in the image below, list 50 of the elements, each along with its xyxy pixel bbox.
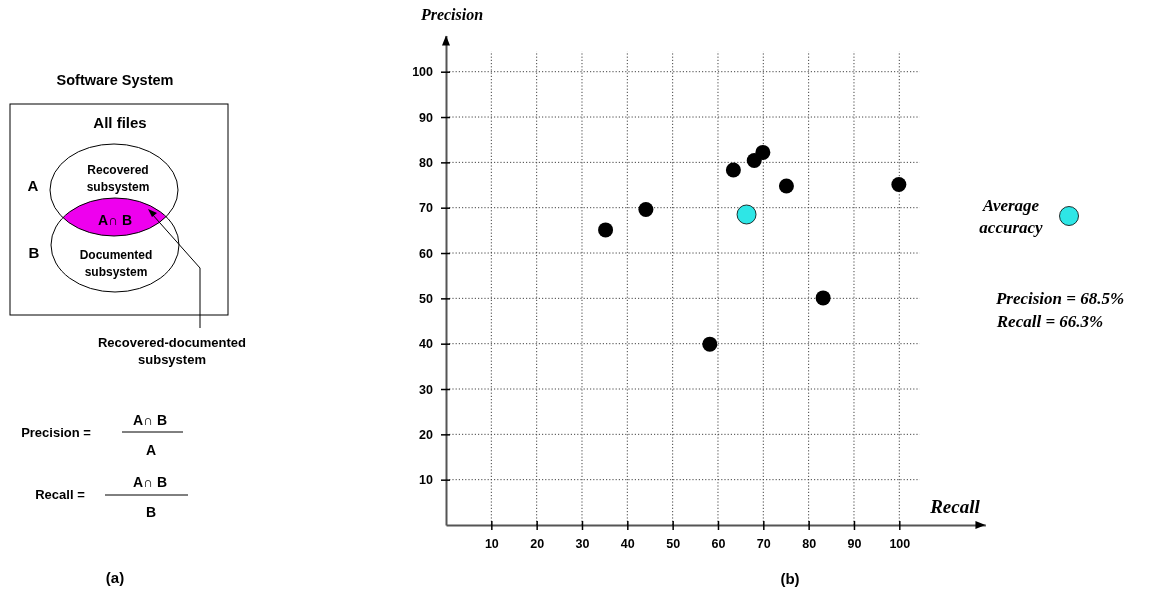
text: A∩ B	[132, 412, 168, 428]
text: A∩ B	[97, 212, 133, 228]
y-tick-label: 100	[412, 65, 434, 80]
text: (b)	[780, 570, 800, 587]
x-tick-label: 10	[484, 537, 499, 551]
text: A	[145, 442, 157, 458]
y-tick-label: 50	[419, 291, 434, 306]
point	[638, 202, 654, 217]
x-axis-title: Recall	[929, 496, 981, 517]
x-tick-label: 60	[711, 537, 726, 551]
text: Precision = 68.5%	[994, 289, 1125, 308]
text: Documented subsystem	[79, 248, 153, 279]
text: Software System	[56, 72, 174, 88]
point	[725, 162, 741, 178]
x-tick-label: 70	[756, 537, 771, 551]
text: Recall = 66.3%	[995, 312, 1104, 331]
text: Precision =	[21, 425, 92, 440]
text: B	[145, 504, 157, 520]
text: Recovered subsystem	[86, 163, 150, 194]
y-tick-label: 40	[419, 337, 434, 352]
text: B	[28, 244, 40, 261]
point	[891, 177, 907, 193]
y-tick-label: 80	[419, 155, 434, 170]
x-tick-label: 80	[802, 537, 817, 551]
text: (a)	[105, 569, 125, 586]
y-tick-label: 10	[419, 473, 434, 488]
x-tick-label: 50	[666, 537, 681, 551]
point	[778, 178, 794, 194]
legend-label: Average accuracy	[979, 196, 1044, 237]
point	[598, 222, 614, 238]
point	[815, 290, 831, 306]
point	[755, 144, 771, 160]
x-tick-label: 90	[847, 537, 862, 551]
text: All files	[93, 114, 147, 131]
x-tick-label: 20	[530, 537, 545, 551]
y-tick-label: 70	[419, 201, 434, 216]
x-tick-label: 40	[620, 537, 635, 551]
text: Recall =	[35, 487, 86, 502]
x-tick-label: 100	[889, 537, 911, 551]
y-tick-label: 60	[419, 246, 434, 261]
y-tick-label: 90	[419, 110, 434, 125]
point	[702, 336, 718, 352]
y-tick-label: 30	[419, 382, 434, 397]
text: A∩ B	[132, 474, 168, 490]
text: Recovered-documented subsystem	[97, 335, 247, 367]
y-axis-title: Precision	[419, 6, 484, 23]
x-tick-label: 30	[575, 537, 590, 551]
text: A	[27, 177, 39, 194]
y-tick-label: 20	[419, 427, 434, 442]
point	[736, 204, 757, 225]
